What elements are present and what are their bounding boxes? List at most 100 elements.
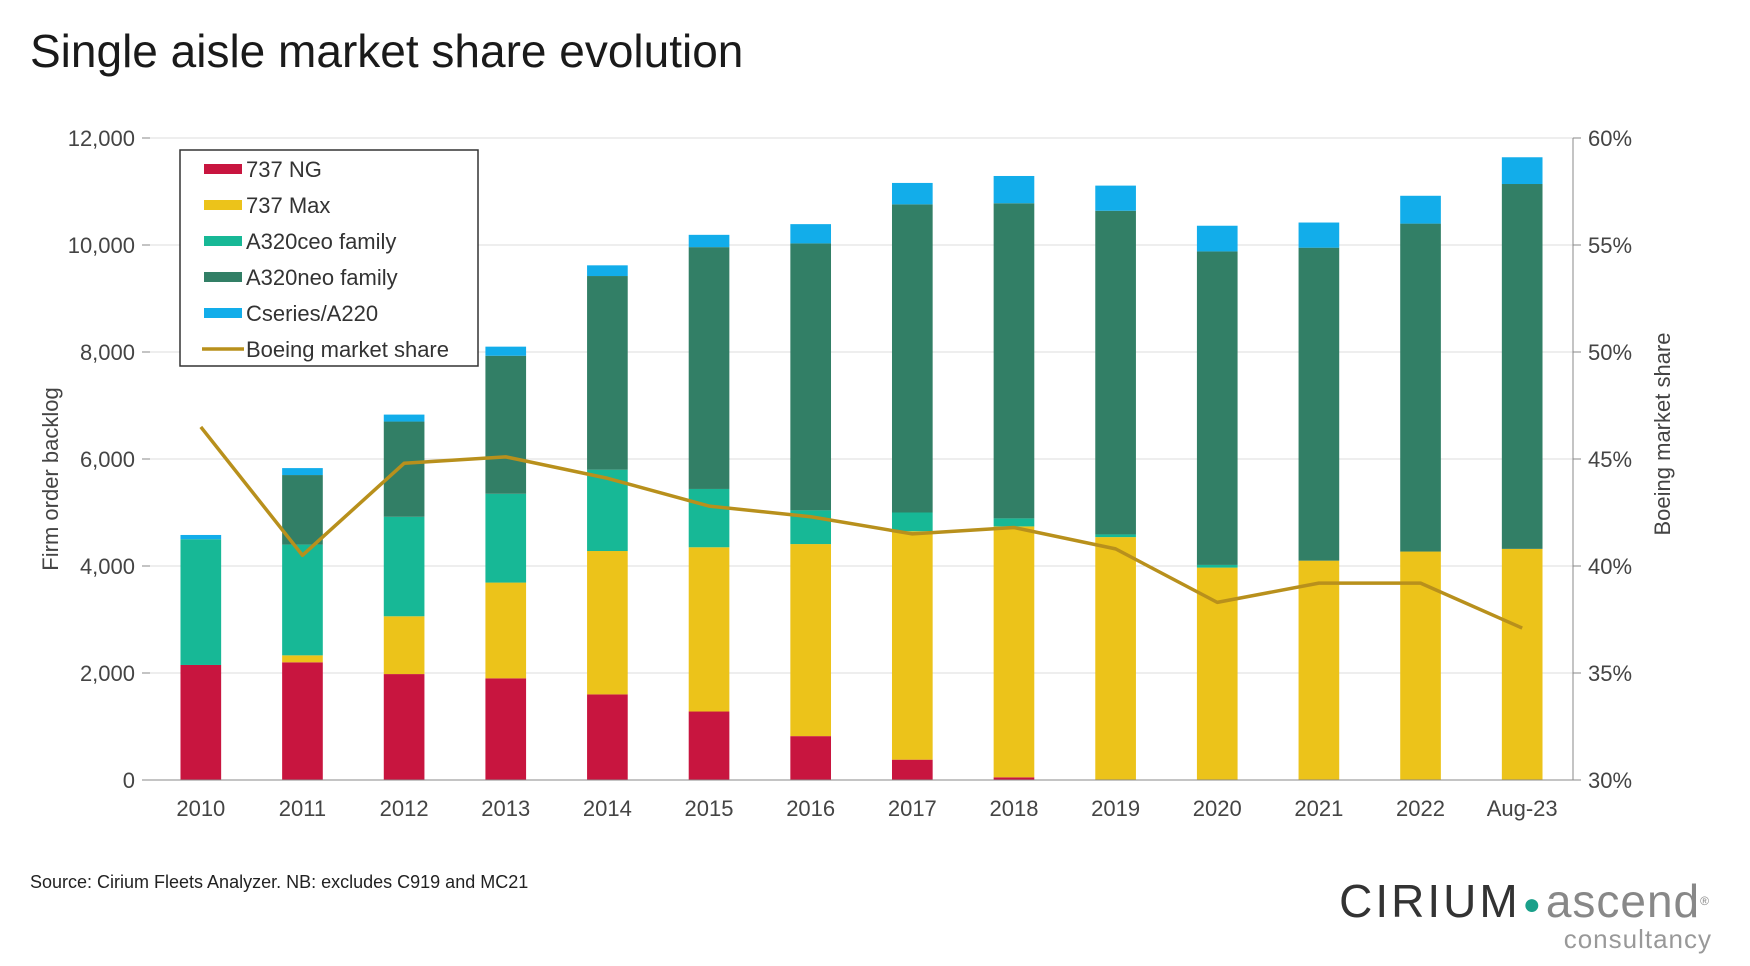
bar-segment xyxy=(1298,247,1340,561)
legend-swatch xyxy=(204,236,242,246)
source-note: Source: Cirium Fleets Analyzer. NB: excl… xyxy=(30,872,529,892)
bar-segment xyxy=(587,694,628,780)
bar-segment xyxy=(1095,534,1136,538)
y2-axis-title: Boeing market share xyxy=(1650,333,1675,536)
bar-segment xyxy=(383,421,425,517)
cirium-ascend-logo: CIRIUM●ascend® consultancy xyxy=(1339,878,1712,955)
bar-segment xyxy=(485,678,527,780)
bars xyxy=(180,157,1543,780)
bar-segment xyxy=(282,475,323,545)
bar-segment xyxy=(993,777,1035,780)
x-tick-label: 2022 xyxy=(1396,796,1445,821)
bar-segment xyxy=(180,534,222,540)
bar-segment xyxy=(790,243,832,511)
y2-tick-label: 30% xyxy=(1588,768,1632,793)
y2-tick-label: 40% xyxy=(1588,554,1632,579)
market-share-line xyxy=(199,425,1523,630)
bar-segment xyxy=(282,662,323,780)
bar-segment xyxy=(485,355,527,494)
bar-segment xyxy=(485,493,527,583)
bar-segment xyxy=(1298,560,1340,780)
bar-segment xyxy=(688,547,730,712)
bar-segment xyxy=(790,544,832,737)
bar-segment xyxy=(1501,157,1543,185)
bar-segment xyxy=(383,616,425,675)
bar-segment xyxy=(790,224,832,244)
y-tick-label: 12,000 xyxy=(68,126,135,151)
bar-segment xyxy=(1400,195,1441,224)
bar-segment xyxy=(790,736,832,780)
bar-segment xyxy=(891,759,933,780)
y-tick-label: 2,000 xyxy=(80,661,135,686)
x-tick-label: Aug-23 xyxy=(1487,796,1558,821)
bar-segment xyxy=(1196,225,1238,252)
legend-swatch xyxy=(204,200,242,210)
axes: 0 30% 2,000 35% 4,000 40% 6,000 45% 8,000 50% 10,0… xyxy=(38,126,1675,821)
legend: 737 NG 737 Max A320ceo family A320neo famil… xyxy=(179,149,479,367)
legend-label: 737 Max xyxy=(246,193,330,218)
y-axis-title: Firm order backlog xyxy=(38,387,63,570)
logo-dot-icon: ● xyxy=(1522,887,1544,921)
legend-label: 737 NG xyxy=(246,157,322,182)
y-tick-label: 8,000 xyxy=(80,340,135,365)
y2-tick-label: 45% xyxy=(1588,447,1632,472)
y-tick-label: 6,000 xyxy=(80,447,135,472)
bar-segment xyxy=(282,544,323,656)
bar-segment xyxy=(891,204,933,513)
page-title: Single aisle market share evolution xyxy=(30,25,744,77)
bar-segment xyxy=(1501,548,1543,780)
bar-segment xyxy=(688,488,730,548)
x-tick-label: 2011 xyxy=(279,796,326,821)
y-tick-label: 0 xyxy=(123,768,135,793)
legend-label: A320neo family xyxy=(246,265,398,290)
y-tick-label: 4,000 xyxy=(80,554,135,579)
bar-segment xyxy=(891,512,933,532)
legend-swatch xyxy=(204,164,242,174)
x-tick-label: 2013 xyxy=(481,796,530,821)
bar-segment xyxy=(383,674,425,780)
bar-segment xyxy=(1298,222,1340,248)
bar-segment xyxy=(993,203,1035,519)
bar-segment xyxy=(485,582,527,679)
y-tick-label: 10,000 xyxy=(68,233,135,258)
bar-segment xyxy=(993,526,1035,778)
bar-segment xyxy=(1400,551,1441,780)
bar-segment xyxy=(485,346,527,356)
bar-segment xyxy=(1196,564,1238,568)
legend-swatch xyxy=(204,272,242,282)
market-share-polyline xyxy=(199,425,1523,630)
bar-segment xyxy=(1196,251,1238,565)
bar-segment xyxy=(282,655,323,663)
bar-segment xyxy=(891,182,933,205)
logo-registered: ® xyxy=(1700,894,1712,908)
y2-tick-label: 50% xyxy=(1588,340,1632,365)
bar-segment xyxy=(993,175,1035,204)
bar-segment xyxy=(180,539,222,665)
logo-sub: consultancy xyxy=(1563,923,1712,954)
legend-label: Cseries/A220 xyxy=(246,301,378,326)
bar-segment xyxy=(1501,184,1543,549)
x-tick-label: 2010 xyxy=(176,796,225,821)
x-tick-label: 2019 xyxy=(1091,796,1140,821)
legend-swatch xyxy=(204,308,242,318)
bar-segment xyxy=(383,516,425,617)
bar-segment xyxy=(1095,537,1136,780)
bar-segment xyxy=(587,265,628,277)
y2-tick-label: 55% xyxy=(1588,233,1632,258)
x-tick-label: 2015 xyxy=(685,796,734,821)
bar-segment xyxy=(383,414,425,422)
logo-main-right: ascend xyxy=(1545,875,1701,927)
bar-segment xyxy=(180,664,222,780)
x-tick-label: 2021 xyxy=(1294,796,1343,821)
bar-segment xyxy=(1095,210,1136,535)
bar-segment xyxy=(688,711,730,780)
bar-segment xyxy=(1095,185,1136,211)
bar-segment xyxy=(688,234,730,248)
x-tick-label: 2018 xyxy=(989,796,1038,821)
logo-main-left: CIRIUM xyxy=(1339,875,1521,927)
x-tick-label: 2014 xyxy=(583,796,632,821)
legend-label: A320ceo family xyxy=(246,229,396,254)
x-tick-label: 2016 xyxy=(786,796,835,821)
x-tick-label: 2017 xyxy=(888,796,937,821)
